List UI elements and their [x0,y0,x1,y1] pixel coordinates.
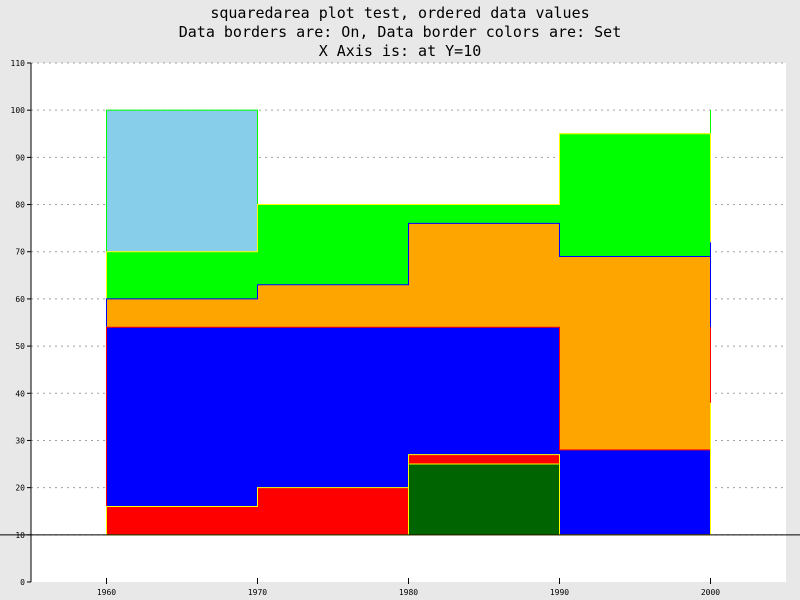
y-tick-label-90: 90 [15,153,25,162]
y-tick-label-50: 50 [15,342,25,351]
chart-title-line-2: Data borders are: On, Data border colors… [178,23,622,41]
y-tick-label-80: 80 [15,201,25,210]
y-tick-label-30: 30 [15,436,25,445]
x-tick-label-1960: 1960 [97,588,116,597]
y-tick-label-70: 70 [15,248,25,257]
chart-title-line-3: X Axis is: at Y=10 [318,42,482,60]
y-tick-label-10: 10 [15,531,25,540]
series-layer [106,109,711,536]
y-tick-label-0: 0 [20,578,25,587]
chart-title-line-1: squaredarea plot test, ordered data valu… [210,4,590,22]
y-tick-label-60: 60 [15,295,25,304]
axes-layer: 0 10 20 30 40 50 60 70 80 90 100 110 1960 1970 1980 199… [0,59,800,597]
x-tick-label-1970: 1970 [248,588,267,597]
x-tick-label-1980: 1980 [399,588,418,597]
y-tick-label-20: 20 [15,484,25,493]
y-tick-label-110: 110 [11,59,26,68]
x-tick-label-2000: 2000 [701,588,720,597]
y-tick-label-40: 40 [15,389,25,398]
y-tick-label-100: 100 [11,106,26,115]
x-tick-label-1990: 1990 [550,588,569,597]
